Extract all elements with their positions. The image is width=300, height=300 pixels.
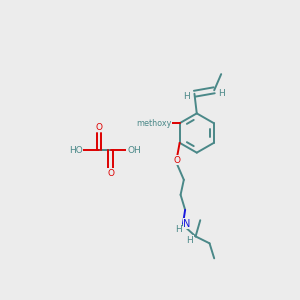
Text: O: O [96,123,103,132]
Text: H: H [218,88,224,98]
Text: N: N [183,219,191,229]
Text: O: O [160,119,167,128]
Text: O: O [107,169,114,178]
Text: OH: OH [127,146,141,155]
Text: O: O [174,156,181,165]
Text: HO: HO [69,146,83,155]
Text: H: H [175,224,181,233]
Text: H: H [184,92,190,100]
Text: methoxy: methoxy [136,119,172,128]
Text: H: H [186,236,193,245]
